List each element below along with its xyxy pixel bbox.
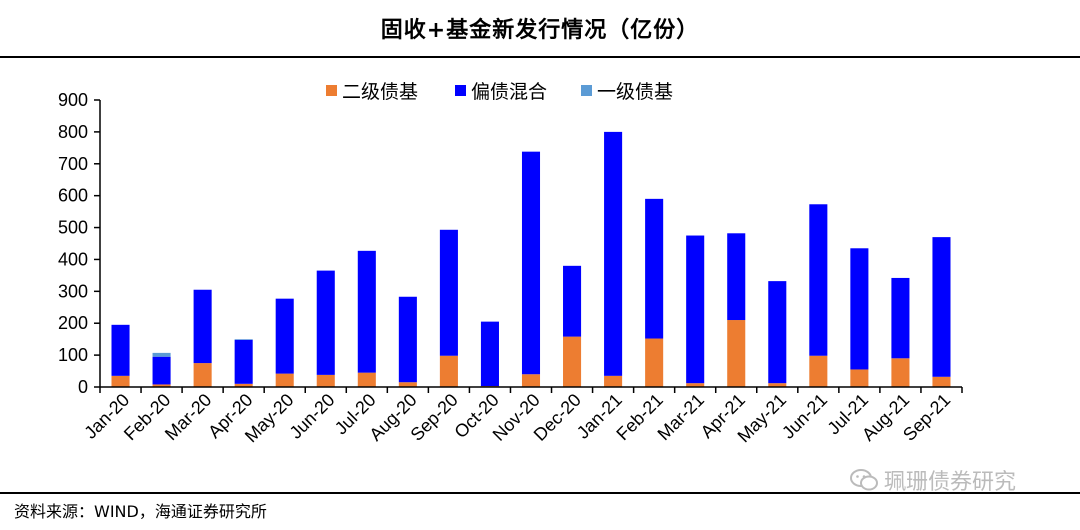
bar-segment — [152, 384, 171, 387]
y-tick-label: 400 — [58, 249, 88, 269]
y-tick-label: 200 — [58, 313, 88, 333]
bar-segment — [193, 289, 212, 364]
bar-segment — [686, 235, 705, 384]
watermark-text: 珮珊债券研究 — [884, 470, 1017, 495]
legend-label: 二级债基 — [342, 81, 418, 103]
legend-swatch — [326, 85, 337, 96]
y-tick-label: 600 — [58, 186, 88, 206]
bar-segment — [439, 229, 458, 356]
bar-segment — [357, 372, 376, 387]
bar-segment — [686, 383, 705, 387]
bar-segment — [645, 198, 664, 339]
bar-segment — [152, 356, 171, 385]
bar-segment — [809, 204, 828, 356]
chart-title: 固收+基金新发行情况（亿份） — [380, 18, 700, 43]
y-tick-label: 300 — [58, 281, 88, 301]
y-tick-label: 700 — [58, 154, 88, 174]
x-tick-label: Dec-20 — [530, 390, 585, 445]
x-tick-label: Jun-20 — [286, 390, 339, 443]
bar-segment — [234, 383, 253, 387]
x-tick-label: Mar-20 — [161, 390, 215, 444]
bar-segment — [809, 355, 828, 387]
bar-segment — [234, 339, 253, 340]
bar-segment — [850, 369, 869, 387]
stacked-bar-chart: 二级债基 偏债混合 一级债基 0 100 200 300 400 500 600 700 800 90… — [58, 81, 963, 446]
legend-swatch — [581, 85, 592, 96]
bar-segment — [932, 237, 951, 377]
bar-segment — [521, 374, 541, 387]
bar-segment — [357, 250, 376, 373]
chart-title-bar: 固收+基金新发行情况（亿份） — [0, 0, 1080, 56]
y-tick-label: 0 — [78, 377, 88, 397]
footer-divider — [0, 492, 1080, 494]
bar-segment — [316, 270, 335, 375]
bar-segment — [891, 277, 910, 359]
bar-segment — [604, 375, 623, 387]
y-tick-label: 900 — [58, 90, 88, 110]
bar-segment — [439, 355, 458, 387]
bar-segment — [563, 336, 582, 387]
legend-swatch — [455, 85, 466, 96]
bar-segment — [480, 321, 499, 387]
bar-segment — [727, 320, 746, 387]
bar-segment — [316, 374, 335, 387]
bar-segment — [768, 281, 787, 384]
bar-segment — [891, 358, 910, 387]
legend-label: 偏债混合 — [471, 81, 547, 103]
wechat-icon — [850, 469, 878, 491]
bar-segment — [152, 352, 171, 357]
bar-segment — [768, 383, 787, 387]
bar-segment — [521, 151, 541, 375]
bar-segment — [604, 131, 623, 376]
y-tick-label: 500 — [58, 218, 88, 238]
bar-segment — [111, 375, 130, 387]
bar-segment — [727, 233, 746, 321]
bar-segment — [234, 339, 253, 384]
source-note: 资料来源：WIND，海通证券研究所 — [14, 502, 267, 521]
bar-segment — [193, 363, 212, 387]
x-tick-label: Jun-21 — [778, 390, 831, 443]
bar-segment — [563, 265, 582, 337]
bar-segment — [932, 376, 951, 387]
title-divider — [0, 56, 1080, 58]
y-tick-label: 100 — [58, 345, 88, 365]
bar-segment — [275, 373, 294, 387]
y-tick-label: 800 — [58, 122, 88, 142]
bar-segment — [111, 324, 130, 376]
y-axis: 0 100 200 300 400 500 600 700 800 900 — [58, 90, 101, 397]
bar-segment — [645, 338, 664, 387]
bar-segment — [275, 298, 294, 374]
watermark: 珮珊债券研究 — [850, 466, 1017, 495]
bar-segment — [398, 382, 417, 387]
chart-legend: 二级债基 偏债混合 一级债基 — [326, 81, 673, 103]
x-axis: Jan-20Feb-20Mar-20Apr-20May-20Jun-20Jul-… — [80, 386, 963, 446]
x-tick-label: Mar-21 — [654, 390, 708, 444]
legend-label: 一级债基 — [597, 81, 673, 103]
bars-group — [111, 131, 951, 387]
bar-segment — [850, 248, 869, 370]
bar-segment — [398, 296, 417, 383]
